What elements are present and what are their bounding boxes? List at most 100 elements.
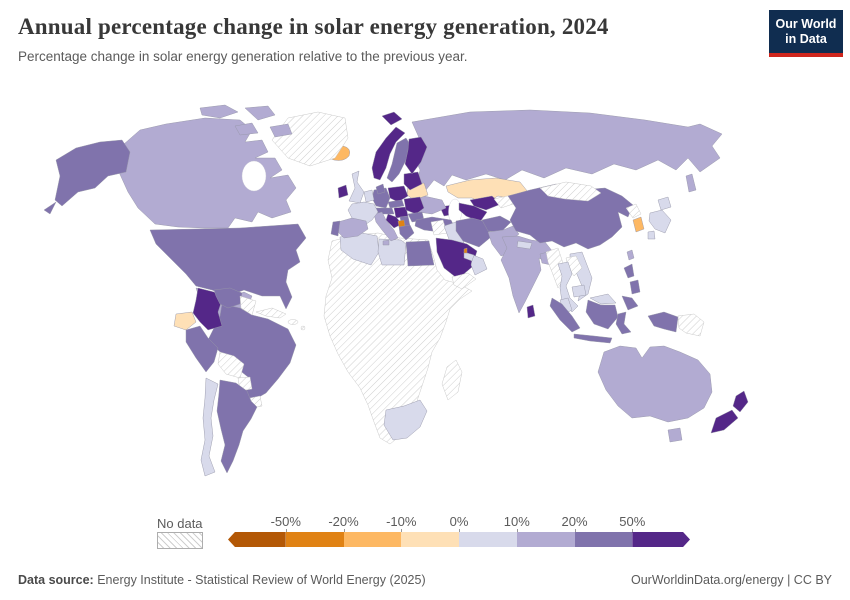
- country-oman[interactable]: [470, 254, 488, 276]
- country-qatar[interactable]: [463, 247, 468, 254]
- legend-no-data-label: No data: [157, 516, 203, 531]
- country-indonesia-papua[interactable]: [647, 311, 679, 333]
- country-north-korea[interactable]: [625, 203, 642, 219]
- country-romania[interactable]: [403, 196, 425, 215]
- country-cambodia[interactable]: [571, 284, 587, 298]
- country-poland[interactable]: [387, 185, 409, 203]
- legend-tick-label: 20%: [561, 514, 588, 529]
- country-ireland[interactable]: [337, 184, 349, 199]
- country-japan-kyushu[interactable]: [647, 230, 656, 240]
- country-canada-arctic-2[interactable]: [244, 105, 276, 121]
- country-sri-lanka[interactable]: [526, 304, 536, 319]
- country-svalbard[interactable]: [381, 111, 403, 126]
- data-source-value[interactable]: Energy Institute - Statistical Review of…: [97, 573, 426, 587]
- country-greenland[interactable]: [271, 111, 349, 167]
- country-philippines-luzon[interactable]: [623, 263, 635, 279]
- country-south-africa[interactable]: [383, 399, 428, 441]
- country-uae[interactable]: [463, 251, 475, 262]
- country-greece[interactable]: [398, 224, 415, 241]
- country-argentina[interactable]: [216, 379, 258, 474]
- country-philippines-visayas[interactable]: [629, 279, 641, 295]
- country-japan-hokkaido[interactable]: [657, 196, 672, 211]
- country-czechia-slovakia[interactable]: [387, 199, 405, 209]
- country-finland[interactable]: [404, 136, 428, 175]
- country-japan-honshu[interactable]: [648, 209, 672, 234]
- country-canada-arctic-1[interactable]: [199, 104, 239, 119]
- country-indonesia-sulawesi[interactable]: [615, 311, 632, 335]
- country-madagascar[interactable]: [441, 359, 463, 401]
- country-alaska-aleutians[interactable]: [43, 201, 57, 215]
- country-croatia[interactable]: [385, 213, 403, 229]
- legend-tick-label: -50%: [270, 514, 301, 529]
- country-hispaniola[interactable]: [287, 319, 299, 325]
- country-united-kingdom[interactable]: [348, 170, 365, 204]
- country-portugal[interactable]: [330, 220, 341, 237]
- country-indonesia-java[interactable]: [573, 333, 613, 344]
- legend-bin-b3[interactable]: [343, 532, 402, 547]
- country-nepal[interactable]: [516, 240, 533, 250]
- country-tasmania[interactable]: [667, 427, 683, 443]
- country-united-states[interactable]: [149, 223, 307, 310]
- country-venezuela[interactable]: [213, 287, 243, 309]
- hudson-bay: [241, 160, 267, 192]
- legend-tick-mark: [343, 529, 345, 533]
- legend-bin-b7[interactable]: [574, 532, 633, 547]
- country-russia[interactable]: [411, 109, 723, 191]
- legend-bin-b5[interactable]: [459, 532, 517, 547]
- country-new-zealand-north[interactable]: [732, 390, 749, 413]
- legend-bin-b1[interactable]: [228, 532, 286, 547]
- country-sakhalin[interactable]: [685, 173, 697, 193]
- owid-logo-line2: in Data: [785, 32, 827, 46]
- legend-tick-label: -20%: [328, 514, 359, 529]
- country-guyana-suriname[interactable]: [239, 295, 257, 316]
- country-netherlands-belgium[interactable]: [363, 189, 375, 203]
- country-uzbekistan[interactable]: [469, 195, 502, 211]
- country-indonesia-kalimantan[interactable]: [585, 299, 619, 330]
- country-sicily[interactable]: [382, 239, 390, 246]
- legend-tick-mark: [574, 529, 576, 533]
- owid-logo[interactable]: Our World in Data: [769, 10, 843, 57]
- country-iran[interactable]: [455, 217, 492, 248]
- country-canada[interactable]: [117, 117, 297, 229]
- country-alaska[interactable]: [54, 139, 131, 207]
- country-south-korea[interactable]: [632, 216, 645, 233]
- country-philippines-mindanao[interactable]: [621, 295, 639, 311]
- country-antilles[interactable]: [300, 325, 306, 331]
- country-cuba[interactable]: [255, 307, 287, 319]
- country-canada-arctic-4[interactable]: [269, 123, 293, 138]
- country-canada-arctic-3[interactable]: [234, 122, 259, 136]
- legend-tick-label: 50%: [619, 514, 646, 529]
- country-baltic-states[interactable]: [403, 171, 423, 191]
- country-africa-no-data[interactable]: [323, 232, 473, 445]
- country-afghanistan[interactable]: [481, 215, 512, 233]
- country-australia[interactable]: [597, 345, 713, 423]
- credit-link[interactable]: OurWorldinData.org/energy | CC BY: [630, 573, 832, 587]
- legend-tick-mark: [401, 529, 403, 533]
- country-papua-new-guinea[interactable]: [677, 313, 705, 337]
- country-malaysia-borneo[interactable]: [589, 293, 617, 305]
- legend-bin-b4[interactable]: [401, 532, 459, 547]
- legend-tick-label: 0%: [449, 514, 469, 529]
- country-indonesia-sumatra[interactable]: [549, 297, 581, 333]
- legend-color-bar[interactable]: [228, 532, 690, 547]
- country-italy[interactable]: [373, 211, 399, 242]
- country-peru[interactable]: [185, 325, 219, 373]
- country-sweden[interactable]: [386, 137, 412, 183]
- legend-bin-b2[interactable]: [285, 532, 344, 547]
- data-source-line: Data source: Energy Institute - Statisti…: [18, 573, 426, 587]
- legend-bin-b8[interactable]: [632, 532, 690, 547]
- country-denmark[interactable]: [375, 183, 386, 195]
- country-ecuador[interactable]: [173, 311, 197, 331]
- country-egypt[interactable]: [405, 240, 435, 267]
- country-algeria[interactable]: [339, 232, 380, 266]
- country-yemen[interactable]: [451, 272, 477, 290]
- legend-tick-label: 10%: [503, 514, 530, 529]
- legend-no-data-swatch[interactable]: [157, 532, 203, 549]
- country-taiwan[interactable]: [626, 249, 635, 261]
- country-mongolia[interactable]: [539, 181, 602, 202]
- country-chile[interactable]: [200, 377, 219, 477]
- legend-bin-b6[interactable]: [516, 532, 575, 547]
- country-norway[interactable]: [371, 126, 406, 181]
- country-libya[interactable]: [377, 238, 407, 266]
- country-new-zealand-south[interactable]: [710, 409, 739, 434]
